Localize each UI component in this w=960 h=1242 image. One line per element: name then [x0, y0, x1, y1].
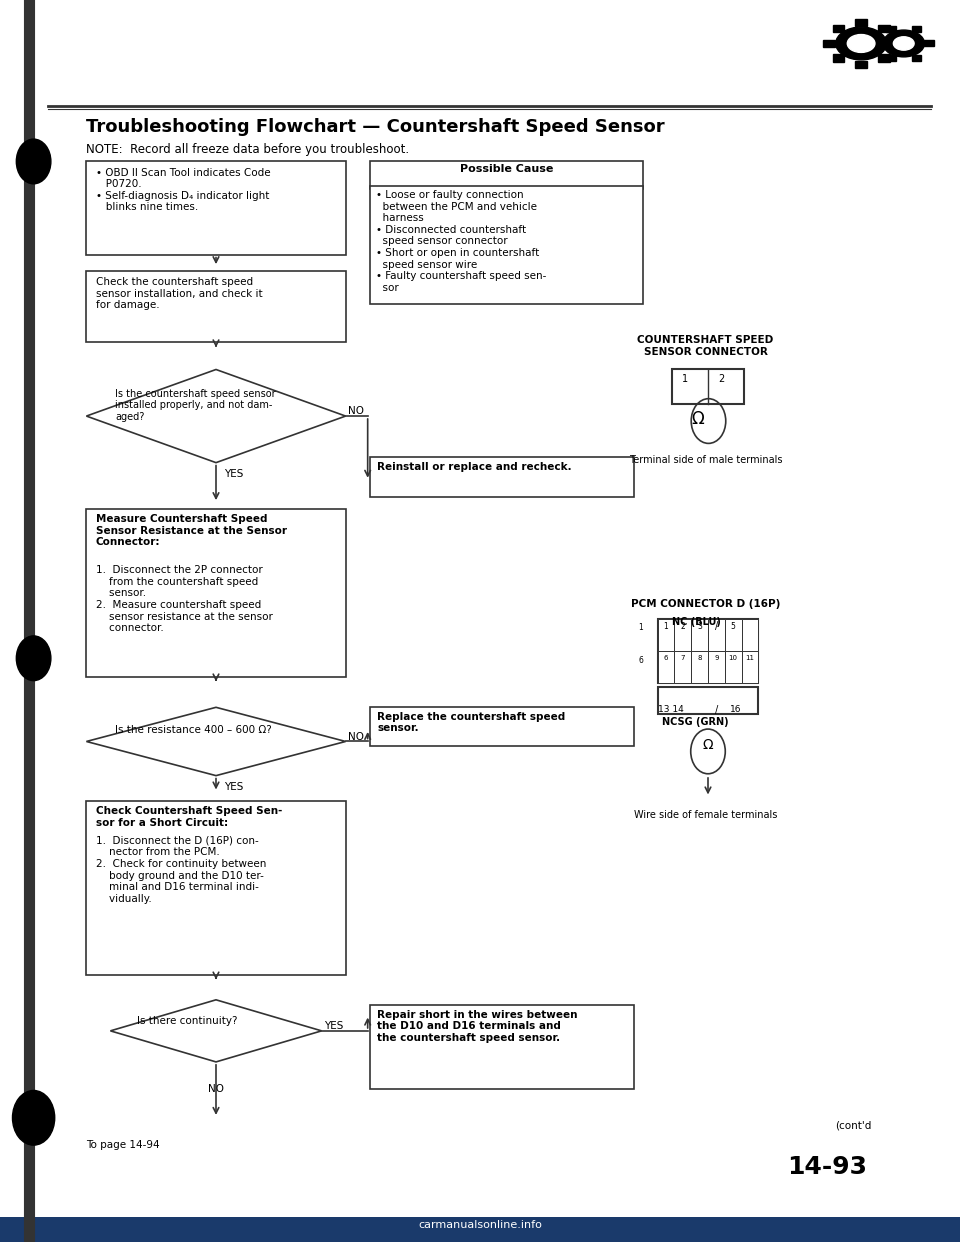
Text: 10: 10 — [729, 655, 737, 661]
Text: 7: 7 — [681, 655, 685, 661]
Text: 8: 8 — [697, 655, 702, 661]
Text: 13 14: 13 14 — [658, 705, 684, 714]
Text: Is there continuity?: Is there continuity? — [137, 1016, 238, 1026]
Text: NCSG (GRN): NCSG (GRN) — [662, 717, 729, 727]
FancyBboxPatch shape — [86, 801, 346, 975]
Text: Ω: Ω — [703, 738, 713, 753]
Text: Repair short in the wires between
the D10 and D16 terminals and
the countershaft: Repair short in the wires between the D1… — [377, 1010, 578, 1043]
Polygon shape — [86, 370, 346, 462]
FancyBboxPatch shape — [741, 619, 758, 651]
FancyBboxPatch shape — [370, 1005, 634, 1089]
FancyBboxPatch shape — [0, 1217, 960, 1242]
Circle shape — [12, 1090, 55, 1145]
Circle shape — [16, 636, 51, 681]
Text: 6: 6 — [663, 655, 668, 661]
Text: Ω: Ω — [691, 410, 704, 427]
Text: • Loose or faulty connection
  between the PCM and vehicle
  harness
• Disconnec: • Loose or faulty connection between the… — [376, 190, 546, 293]
Polygon shape — [110, 1000, 322, 1062]
Text: (cont'd: (cont'd — [835, 1120, 872, 1130]
FancyBboxPatch shape — [708, 651, 725, 683]
FancyBboxPatch shape — [658, 619, 674, 651]
Text: • OBD II Scan Tool indicates Code
   P0720.
• Self-diagnosis D₄ indicator light
: • OBD II Scan Tool indicates Code P0720.… — [96, 168, 271, 212]
FancyBboxPatch shape — [691, 619, 708, 651]
Text: To page 14-94: To page 14-94 — [86, 1140, 160, 1150]
Text: COUNTERSHAFT SPEED
SENSOR CONNECTOR: COUNTERSHAFT SPEED SENSOR CONNECTOR — [637, 335, 774, 356]
Text: 6: 6 — [638, 656, 643, 664]
FancyBboxPatch shape — [691, 651, 708, 683]
FancyBboxPatch shape — [658, 619, 758, 683]
Text: 1: 1 — [682, 374, 687, 384]
Circle shape — [16, 139, 51, 184]
Text: Measure Countershaft Speed
Sensor Resistance at the Sensor
Connector:: Measure Countershaft Speed Sensor Resist… — [96, 514, 287, 548]
Text: 1: 1 — [638, 623, 643, 632]
Text: 1.  Disconnect the D (16P) con-
    nector from the PCM.
2.  Check for continuit: 1. Disconnect the D (16P) con- nector fr… — [96, 836, 266, 904]
FancyBboxPatch shape — [370, 186, 643, 304]
Text: 1.  Disconnect the 2P connector
    from the countershaft speed
    sensor.
2.  : 1. Disconnect the 2P connector from the … — [96, 565, 273, 633]
FancyBboxPatch shape — [741, 651, 758, 683]
Text: Is the resistance 400 – 600 Ω?: Is the resistance 400 – 600 Ω? — [115, 725, 272, 735]
Text: Terminal side of male terminals: Terminal side of male terminals — [629, 455, 782, 465]
FancyBboxPatch shape — [370, 161, 643, 189]
Text: 1: 1 — [663, 622, 668, 631]
Text: NOTE:  Record all freeze data before you troubleshoot.: NOTE: Record all freeze data before you … — [86, 143, 410, 155]
Text: YES: YES — [224, 782, 243, 792]
Text: NO: NO — [348, 406, 365, 416]
Text: 14-93: 14-93 — [787, 1155, 867, 1179]
FancyBboxPatch shape — [672, 369, 744, 404]
FancyBboxPatch shape — [370, 457, 634, 497]
Text: Troubleshooting Flowchart — Countershaft Speed Sensor: Troubleshooting Flowchart — Countershaft… — [86, 118, 665, 135]
Text: Is the countershaft speed sensor
installed properly, and not dam-
aged?: Is the countershaft speed sensor install… — [115, 389, 276, 422]
FancyBboxPatch shape — [658, 687, 758, 714]
Text: NO: NO — [348, 732, 365, 741]
Text: YES: YES — [224, 468, 243, 479]
FancyBboxPatch shape — [674, 651, 691, 683]
Text: /: / — [715, 621, 718, 631]
Text: Reinstall or replace and recheck.: Reinstall or replace and recheck. — [377, 462, 572, 472]
Polygon shape — [86, 707, 346, 775]
Text: 2: 2 — [718, 374, 725, 384]
FancyBboxPatch shape — [725, 619, 741, 651]
FancyBboxPatch shape — [370, 707, 634, 746]
FancyBboxPatch shape — [86, 509, 346, 677]
FancyBboxPatch shape — [86, 271, 346, 342]
Text: YES: YES — [324, 1021, 344, 1031]
Text: Check the countershaft speed
sensor installation, and check it
for damage.: Check the countershaft speed sensor inst… — [96, 277, 263, 310]
Text: 11: 11 — [746, 655, 755, 661]
Text: Check Countershaft Speed Sen-
sor for a Short Circuit:: Check Countershaft Speed Sen- sor for a … — [96, 806, 282, 827]
Text: 2: 2 — [681, 622, 685, 631]
Text: NO: NO — [208, 1084, 225, 1094]
FancyBboxPatch shape — [725, 651, 741, 683]
Text: 5: 5 — [731, 622, 735, 631]
FancyBboxPatch shape — [658, 651, 674, 683]
Text: 3: 3 — [697, 622, 702, 631]
Text: carmanualsonline.info: carmanualsonline.info — [418, 1220, 542, 1230]
FancyBboxPatch shape — [674, 619, 691, 651]
Text: 16: 16 — [730, 705, 741, 714]
Text: NC (BLU): NC (BLU) — [672, 617, 721, 627]
Text: PCM CONNECTOR D (16P): PCM CONNECTOR D (16P) — [631, 599, 780, 609]
Text: Replace the countershaft speed
sensor.: Replace the countershaft speed sensor. — [377, 712, 565, 733]
FancyBboxPatch shape — [86, 161, 346, 255]
Text: 9: 9 — [714, 655, 719, 661]
FancyBboxPatch shape — [708, 619, 725, 651]
Text: Wire side of female terminals: Wire side of female terminals — [634, 810, 778, 820]
Text: /: / — [715, 705, 718, 715]
Text: Possible Cause: Possible Cause — [460, 164, 553, 174]
